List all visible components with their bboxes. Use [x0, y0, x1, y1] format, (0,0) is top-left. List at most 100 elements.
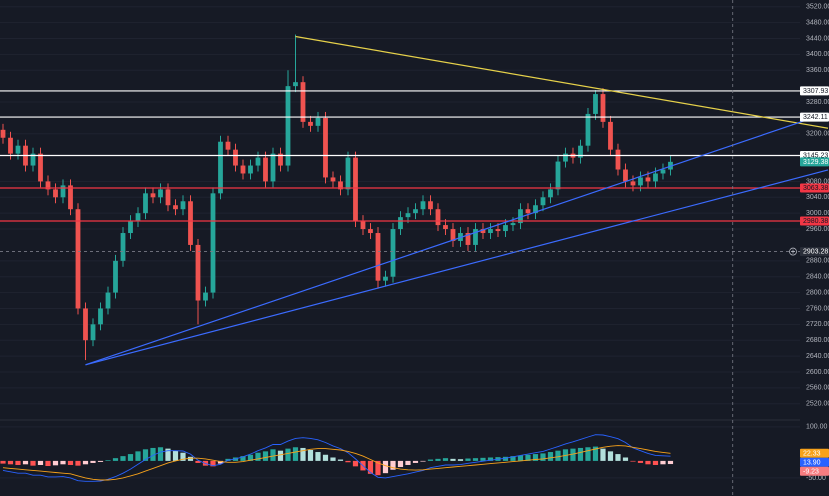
- y-tick-label: 3440.00: [806, 35, 829, 42]
- y-tick-label: 3200.00: [806, 131, 829, 138]
- macd-histogram-bar: [75, 460, 81, 466]
- y-tick-label: 2680.00: [806, 337, 829, 344]
- candle-body: [143, 193, 148, 214]
- macd-histogram-bar: [382, 460, 389, 474]
- candle-body: [428, 201, 433, 210]
- macd-histogram-bar: [555, 450, 561, 461]
- macd-tag: 22.33: [803, 450, 821, 457]
- macd-histogram-bar: [337, 459, 344, 461]
- candle-body: [525, 209, 531, 214]
- macd-histogram-bar: [622, 457, 629, 461]
- candle-body: [150, 193, 156, 198]
- macd-histogram-bar: [0, 460, 6, 464]
- price-level-tag: 3063.38: [803, 185, 828, 192]
- candle-body: [420, 201, 426, 210]
- price-level-tag: 3307.93: [803, 88, 828, 95]
- candle-body: [540, 197, 546, 206]
- macd-histogram-bar: [262, 451, 269, 461]
- candle-body: [638, 177, 643, 186]
- candle-body: [653, 173, 658, 182]
- macd-histogram-bar: [142, 449, 149, 461]
- candle-body: [585, 113, 591, 146]
- macd-histogram-bar: [607, 451, 614, 461]
- macd-histogram-bar: [375, 460, 381, 476]
- macd-histogram-bar: [525, 454, 531, 461]
- candle-body: [630, 181, 636, 186]
- macd-histogram-bar: [270, 449, 276, 461]
- macd-histogram-bar: [135, 451, 141, 461]
- candle-body: [450, 229, 456, 241]
- y-tick-label: 2520.00: [806, 401, 829, 408]
- macd-histogram-bar: [82, 460, 89, 465]
- y-tick-label: 2840.00: [806, 274, 829, 281]
- candle-body: [645, 177, 651, 182]
- macd-histogram-bar: [60, 460, 66, 465]
- candle-body: [443, 225, 448, 230]
- candle-body: [593, 94, 598, 114]
- macd-histogram-bar: [450, 458, 456, 461]
- candle-body: [240, 165, 246, 174]
- candle-body: [488, 229, 493, 234]
- candle-body: [518, 209, 523, 224]
- macd-histogram-bar: [22, 460, 29, 465]
- y-tick-label: 2720.00: [806, 321, 829, 328]
- macd-histogram-bar: [150, 447, 156, 461]
- price-level-tag: 2980.38: [803, 218, 828, 225]
- macd-tag-background: [800, 448, 829, 458]
- candle-body: [608, 121, 613, 150]
- candle-body: [563, 153, 568, 162]
- macd-histogram-bar: [585, 447, 591, 461]
- candle-body: [158, 189, 163, 198]
- candle-body: [473, 229, 478, 245]
- crosshair-tag: 2903.28: [803, 249, 828, 256]
- last-price-tag: 3129.38: [803, 159, 828, 166]
- candle-body: [90, 324, 96, 341]
- macd-histogram-bar: [90, 460, 96, 463]
- macd-histogram-bar: [157, 447, 164, 461]
- macd-tag-background: [800, 457, 829, 467]
- macd-histogram-bar: [637, 460, 644, 463]
- candle-body: [503, 225, 508, 232]
- candle-body: [195, 244, 201, 301]
- macd-histogram-bar: [247, 454, 254, 461]
- macd-histogram-bar: [105, 460, 111, 461]
- macd-histogram-bar: [30, 460, 36, 466]
- macd-histogram-bar: [300, 447, 306, 461]
- candle-body: [60, 185, 66, 198]
- y-tick-label: 2960.00: [806, 226, 829, 233]
- candle-body: [105, 292, 111, 309]
- macd-histogram-bar: [367, 460, 374, 474]
- macd-histogram-bar: [322, 454, 329, 461]
- candle-body: [353, 157, 358, 222]
- candle-body: [285, 86, 291, 166]
- crosshair-tag-background: [800, 247, 829, 257]
- macd-histogram-bar: [210, 460, 216, 467]
- candle-body: [248, 165, 253, 174]
- macd-histogram-bar: [390, 460, 396, 470]
- macd-histogram-bar: [352, 460, 359, 467]
- candle-body: [278, 153, 283, 166]
- macd-histogram-bar: [615, 454, 621, 461]
- candle-body: [218, 141, 223, 194]
- macd-histogram-bar: [592, 446, 599, 461]
- macd-tag: -9.23: [803, 468, 819, 475]
- macd-histogram-bar: [330, 457, 336, 461]
- candle-body: [398, 217, 403, 230]
- macd-histogram-bar: [420, 460, 426, 462]
- candle-body: [120, 233, 126, 261]
- y-tick-label: 3080.00: [806, 178, 829, 185]
- macd-histogram-bar: [510, 456, 516, 461]
- macd-histogram-bar: [195, 460, 201, 463]
- candle-body: [128, 221, 133, 234]
- macd-histogram-bar: [645, 460, 651, 465]
- macd-histogram-bar: [540, 453, 546, 461]
- y-tick-label: 2560.00: [806, 385, 829, 392]
- macd-histogram-bar: [577, 447, 584, 461]
- macd-histogram-bar: [345, 460, 351, 463]
- macd-histogram-bar: [37, 460, 44, 465]
- macd-histogram-bar: [435, 458, 441, 461]
- price-level-tag-background: [800, 183, 829, 193]
- candle-body: [600, 94, 606, 122]
